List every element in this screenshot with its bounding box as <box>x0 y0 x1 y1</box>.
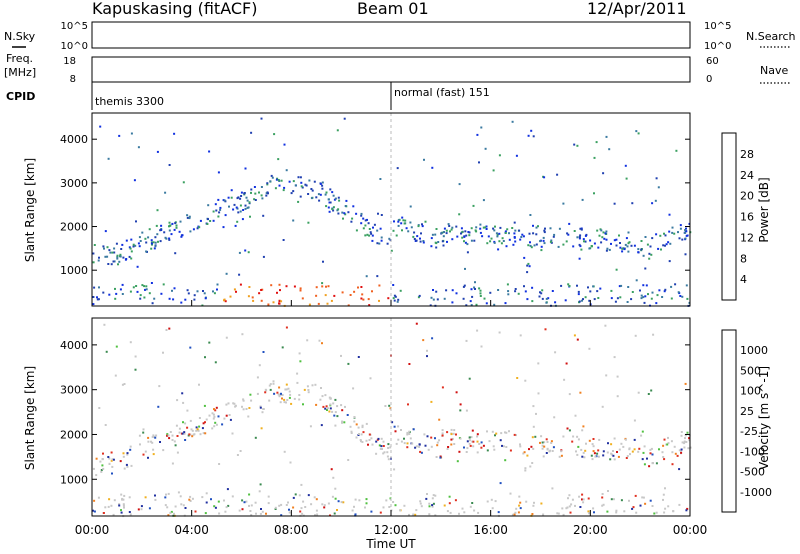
power-ylabel: Slant Range [km] <box>23 158 37 262</box>
date-title: 12/Apr/2011 <box>587 0 687 18</box>
power-ytick-label: 3000 <box>60 177 88 190</box>
velocity-colorbar: 1000 500 100 25 -25 -100 -500 -1000 <box>721 329 772 513</box>
colorbar-tick-label: 500 <box>740 364 761 377</box>
colorbar-tick-label: 25 <box>740 405 754 418</box>
colorbar-tick-label: 24 <box>740 169 754 182</box>
velocity-colorbar-label: Velocity [m s^-1] <box>757 366 771 470</box>
station-title: Kapuskasing (fitACF) <box>92 0 257 18</box>
nsky-tick-top: 10^5 <box>61 21 88 32</box>
power-ytick-label: 4000 <box>60 133 88 146</box>
nave-tick-top: 60 <box>706 56 719 67</box>
velocity-heatmap-panel: 1000 2000 3000 4000 <box>60 318 692 518</box>
x-tick-label: 04:00 <box>174 523 209 537</box>
power-colorbar: 4 8 12 16 20 24 28 <box>721 132 754 301</box>
colorbar-tick-label: -1000 <box>740 486 772 499</box>
nave-tick-bottom: 0 <box>706 74 712 85</box>
x-tick-label: 12:00 <box>374 523 409 537</box>
colorbar-tick-label: -25 <box>740 425 758 438</box>
colorbar-tick-label: 20 <box>740 190 754 203</box>
freq-label-1: Freq. <box>6 52 33 65</box>
x-tick-label: 20:00 <box>573 523 608 537</box>
velocity-ytick-label: 2000 <box>60 428 88 441</box>
colorbar-tick-label: 4 <box>740 273 747 286</box>
velocity-ytick-label: 3000 <box>60 384 88 397</box>
beam-title: Beam 01 <box>357 0 429 18</box>
cpid-label: CPID <box>6 90 35 103</box>
x-tick-label: 08:00 <box>274 523 309 537</box>
colorbar-tick-label: -100 <box>740 445 765 458</box>
nsky-tick-bottom: 10^0 <box>61 41 88 52</box>
nsearch-tick-top: 10^5 <box>704 21 731 32</box>
power-ytick-label: 1000 <box>60 264 88 277</box>
xlabel: Time UT <box>365 537 416 551</box>
colorbar-tick-label: 12 <box>740 231 754 244</box>
freq-label-2: [MHz] <box>4 66 36 79</box>
colorbar-tick-label: 28 <box>740 148 754 161</box>
colorbar-tick-label: 16 <box>740 211 754 224</box>
nsky-label: N.Sky <box>4 30 36 43</box>
colorbar-tick-label: 8 <box>740 252 747 265</box>
freq-panel <box>91 56 691 83</box>
x-tick-label: 00:00 <box>673 523 708 537</box>
velocity-ytick-label: 1000 <box>60 473 88 486</box>
nsearch-tick-bottom: 10^0 <box>704 41 731 52</box>
power-colorbar-label: Power [dB] <box>757 177 771 242</box>
x-tick-label: 16:00 <box>473 523 508 537</box>
nsearch-label: N.Search <box>746 30 796 43</box>
velocity-ylabel: Slant Range [km] <box>23 366 37 470</box>
colorbar-tick-label: -500 <box>740 466 765 479</box>
colorbar-tick-label: 100 <box>740 385 761 398</box>
freq-tick-top: 18 <box>63 56 76 67</box>
nave-label: Nave <box>760 64 788 77</box>
freq-tick-bottom: 8 <box>70 74 76 85</box>
colorbar-tick-label: 1000 <box>740 344 768 357</box>
nsky-panel <box>91 21 691 49</box>
power-heatmap-panel: 1000 2000 3000 4000 <box>60 113 692 307</box>
velocity-ytick-label: 4000 <box>60 339 88 352</box>
time-axis: 00:00 04:00 08:00 12:00 16:00 20:00 00:00 <box>75 300 708 537</box>
cpid-segment-1: themis 3300 <box>95 95 164 108</box>
cpid-segment-2: normal (fast) 151 <box>394 86 490 99</box>
x-tick-label: 00:00 <box>75 523 110 537</box>
power-ytick-label: 2000 <box>60 221 88 234</box>
